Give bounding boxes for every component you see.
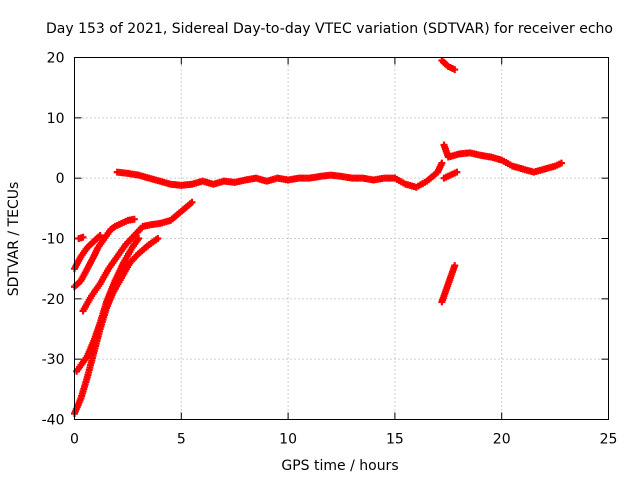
y-axis-label: SDTVAR / TECUs xyxy=(6,182,22,297)
data-points xyxy=(71,57,566,417)
series-track-11 xyxy=(440,168,461,182)
series-track-9 xyxy=(438,57,459,74)
data-point xyxy=(188,198,196,206)
y-tick-label: 10 xyxy=(47,111,65,127)
y-tick-label: -10 xyxy=(42,232,65,248)
plot-frame xyxy=(74,57,609,420)
y-tick-label: 0 xyxy=(56,171,65,187)
series-track-4 xyxy=(71,215,138,291)
data-point xyxy=(558,159,566,167)
chart-title: Day 153 of 2021, Sidereal Day-to-day VTE… xyxy=(46,21,613,37)
x-tick-label: 0 xyxy=(70,432,79,448)
x-tick-label: 15 xyxy=(386,432,404,448)
series-track-7 xyxy=(113,159,446,191)
data-point xyxy=(154,235,162,242)
y-tick-label: -40 xyxy=(42,413,65,429)
y-tick-label: -30 xyxy=(42,352,65,368)
x-tick-label: 25 xyxy=(600,432,618,448)
x-axis-label: GPS time / hours xyxy=(281,458,398,474)
data-point xyxy=(451,262,459,270)
x-tick-label: 10 xyxy=(279,432,297,448)
series-track-6 xyxy=(75,233,87,242)
data-point xyxy=(130,215,138,223)
series-track-2 xyxy=(73,235,143,375)
y-tick-label: 20 xyxy=(47,51,65,67)
x-tick-label: 5 xyxy=(177,432,186,448)
grid-lines xyxy=(74,57,609,420)
data-point xyxy=(451,66,459,74)
y-tick-label: -20 xyxy=(42,292,65,308)
data-point xyxy=(96,231,104,239)
data-point xyxy=(79,233,87,241)
data-point xyxy=(438,159,446,167)
series-track-10 xyxy=(438,262,459,306)
data-point xyxy=(135,235,143,242)
series-track-3 xyxy=(79,198,196,315)
data-point xyxy=(453,168,461,176)
x-tick-label: 20 xyxy=(493,432,511,448)
series-track-8 xyxy=(440,141,566,176)
